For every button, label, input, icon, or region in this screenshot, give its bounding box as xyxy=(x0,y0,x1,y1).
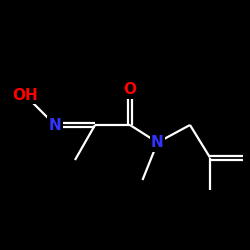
Text: N: N xyxy=(151,135,164,150)
Text: O: O xyxy=(124,82,136,98)
Text: OH: OH xyxy=(12,88,38,102)
Text: N: N xyxy=(48,118,62,132)
